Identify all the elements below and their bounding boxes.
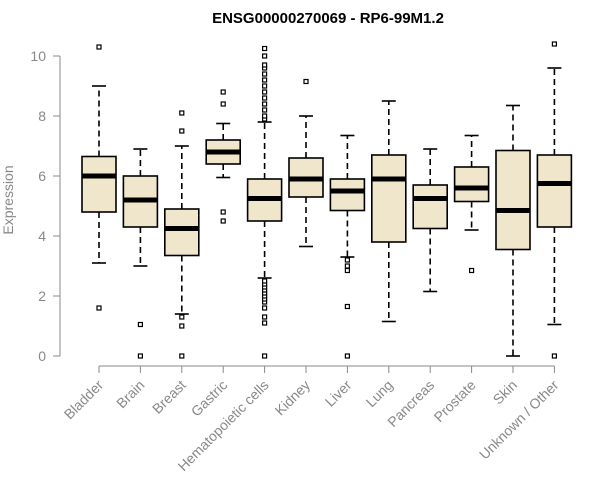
box-liver	[329, 134, 366, 359]
outlier-point	[262, 113, 268, 119]
outlier-point	[262, 62, 268, 68]
outlier-point	[469, 267, 475, 274]
y-axis: 0 2 4 6 8 10	[30, 48, 61, 364]
box-brain	[122, 148, 159, 359]
iqr-box	[81, 155, 117, 213]
outlier-point	[262, 45, 268, 52]
outlier-point	[262, 53, 268, 59]
boxes-group	[81, 41, 573, 359]
iqr-box	[495, 149, 531, 251]
y-tick-label: 0	[38, 348, 46, 364]
y-tick-label: 6	[38, 168, 46, 184]
outlier-point	[262, 89, 268, 95]
iqr-box	[370, 154, 407, 243]
box-lung	[370, 100, 407, 323]
outlier-point	[220, 218, 226, 224]
outlier-point	[262, 353, 268, 359]
x-tick-label: Brain	[113, 377, 147, 411]
outlier-point	[220, 101, 226, 107]
x-tick-label: Unknown / Other	[476, 377, 562, 463]
iqr-box	[164, 208, 200, 257]
outlier-point	[96, 305, 102, 311]
outlier-point	[344, 303, 350, 310]
y-axis-label: Expression	[0, 165, 16, 234]
box-pancreas	[412, 148, 449, 293]
y-tick-label: 4	[38, 228, 46, 244]
x-tick-label: Lung	[363, 377, 396, 410]
x-tick-label: Kidney	[272, 377, 314, 419]
outlier-point	[137, 353, 143, 359]
y-tick-label: 10	[30, 48, 46, 64]
box-unknown-other	[536, 41, 573, 359]
outlier-point	[179, 128, 185, 134]
x-tick-label: Breast	[149, 377, 189, 417]
box-kidney	[288, 78, 324, 248]
y-tick-label: 8	[38, 108, 46, 124]
outlier-point	[262, 101, 268, 107]
outlier-point	[96, 44, 102, 50]
outlier-point	[262, 107, 268, 113]
x-tick-label: Prostate	[431, 377, 479, 425]
outlier-point	[262, 314, 268, 320]
iqr-box	[412, 184, 449, 230]
outlier-point	[551, 353, 558, 359]
outlier-point	[303, 78, 309, 85]
outlier-point	[179, 110, 185, 116]
box-skin	[495, 104, 531, 357]
outlier-point	[262, 77, 268, 83]
x-tick-label: Liver	[322, 377, 355, 410]
outlier-point	[344, 263, 350, 269]
outlier-point	[220, 89, 226, 95]
outlier-point	[262, 83, 268, 89]
box-prostate	[453, 134, 490, 274]
outlier-point	[262, 305, 268, 311]
box-gastric	[205, 89, 241, 224]
outlier-point	[179, 353, 185, 359]
x-tick-label: Bladder	[61, 377, 107, 423]
outlier-point	[344, 257, 350, 263]
outlier-point	[220, 209, 226, 215]
outlier-point	[262, 320, 268, 326]
iqr-box	[536, 154, 573, 228]
box-bladder	[81, 44, 117, 311]
box-breast	[164, 110, 200, 359]
outlier-point	[344, 267, 350, 274]
outlier-point	[137, 321, 143, 328]
y-tick-label: 2	[38, 288, 46, 304]
chart-title: ENSG00000270069 - RP6-99M1.2	[212, 10, 444, 27]
iqr-box	[453, 166, 490, 203]
iqr-box	[329, 178, 366, 212]
outlier-point	[344, 353, 350, 359]
outlier-point	[551, 41, 558, 47]
outlier-point	[179, 323, 185, 329]
outlier-point	[262, 71, 268, 77]
box-hematopoietic-cells	[246, 45, 283, 359]
x-tick-label: Skin	[490, 377, 521, 408]
outlier-point	[262, 95, 268, 101]
outlier-point	[179, 314, 185, 320]
outlier-point	[262, 278, 268, 284]
